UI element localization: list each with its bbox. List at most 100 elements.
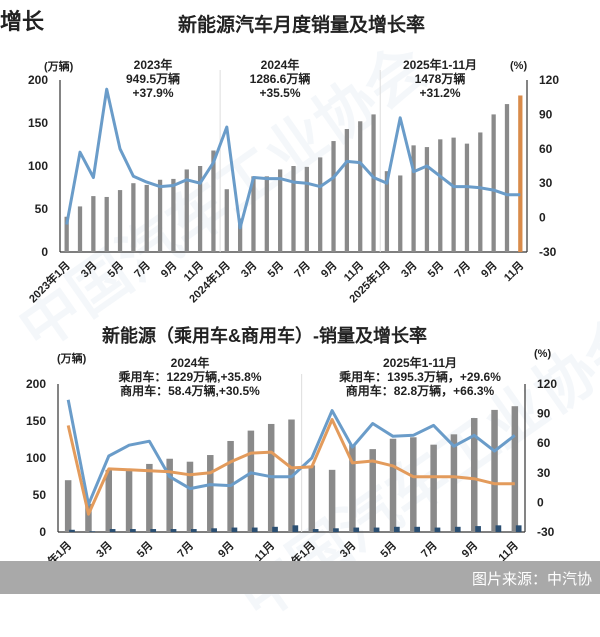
top-right-unit: (%) — [510, 60, 528, 72]
sales-bar — [398, 175, 403, 252]
sales-bar — [157, 179, 163, 252]
commercial-bar — [434, 527, 441, 532]
x-axis-label: 3月 — [337, 539, 358, 560]
commercial-bar — [394, 526, 400, 532]
top-chart-title: 新能源汽车月度销量及增长率 — [178, 15, 426, 36]
top-annotation-2025: 2025年1-11月 1478万辆 +31.2% — [385, 58, 495, 100]
annotation-year: 2023年 — [133, 58, 173, 72]
commercial-bar — [69, 529, 75, 532]
sales-bar — [197, 166, 203, 252]
right-axis-tick: -30 — [539, 245, 557, 259]
sales-bar — [291, 166, 296, 252]
sales-bar — [184, 169, 189, 252]
sales-bar — [331, 141, 336, 252]
commercial-bar — [211, 528, 217, 532]
growth-line-2 — [66, 418, 515, 516]
commercial-bar — [333, 528, 339, 532]
commercial-bar — [353, 527, 360, 532]
right-axis-tick: 0 — [539, 211, 546, 225]
commercial-bar — [231, 527, 238, 532]
sales-bar — [64, 216, 69, 252]
sales-bar — [438, 139, 443, 252]
sales-bar — [411, 145, 416, 252]
bottom-chart-plot: 050100150200-3003060901202024年1月3月5月7月9月… — [26, 374, 557, 585]
sales-bar — [64, 480, 72, 532]
sales-bar — [207, 455, 214, 532]
left-axis-tick: 150 — [26, 414, 46, 428]
right-axis-tick: 30 — [537, 466, 551, 480]
sales-bar — [104, 196, 109, 252]
sales-bar — [328, 469, 336, 532]
sales-bar — [278, 169, 283, 252]
annotation-growth: +37.9% — [132, 86, 174, 100]
sales-bar — [131, 183, 136, 252]
sales-bar — [504, 104, 510, 252]
commercial-bar — [292, 525, 299, 532]
sales-bar — [171, 178, 176, 252]
left-axis-tick: 200 — [28, 73, 48, 87]
sales-bar — [349, 444, 356, 532]
annotation-year: 2024年 — [260, 58, 300, 72]
commercial-bar — [109, 529, 116, 532]
sales-bar — [125, 469, 133, 532]
sales-bar — [146, 463, 153, 532]
commercial-bar — [515, 525, 522, 532]
left-axis-tick: 0 — [41, 245, 48, 259]
left-axis-tick: 50 — [33, 488, 47, 502]
right-axis-tick: 30 — [539, 176, 553, 190]
sales-bar — [344, 129, 350, 252]
annotation-volume: 949.5万辆 — [125, 72, 181, 86]
x-axis-label: 9月 — [215, 539, 236, 560]
bottom-chart-title: 新能源（乘用车&商用车）-销量及增长率 — [102, 326, 427, 346]
growth-line — [65, 87, 521, 230]
left-axis-tick: 100 — [26, 451, 46, 465]
sales-bar — [247, 430, 255, 532]
sales-bar — [511, 406, 519, 532]
commercial-bar — [272, 526, 278, 532]
sales-bar — [304, 166, 309, 252]
right-axis-tick: 60 — [539, 142, 553, 156]
sales-bar — [389, 438, 397, 532]
right-axis-tick: 120 — [537, 377, 557, 391]
bottom-right-unit: (%) — [534, 348, 552, 360]
sales-bar — [237, 218, 243, 252]
sales-bar — [450, 434, 458, 532]
sales-bar — [186, 461, 194, 532]
annotation-volume: 1478万辆 — [414, 72, 466, 86]
bottom-annotation-2025: 2025年1-11月 乘用车：1395.3万辆，+29.6% 商用车：82.8万… — [325, 356, 515, 398]
right-axis-tick: 90 — [537, 407, 551, 421]
commercial-bar — [251, 527, 258, 532]
commercial-bar — [454, 526, 461, 532]
left-axis-tick: 0 — [39, 525, 46, 539]
commercial-bar — [89, 531, 96, 532]
commercial-bar — [130, 529, 136, 532]
annotation-passenger: 乘用车：1229万辆,+35.8% — [118, 370, 262, 384]
commercial-bar — [475, 526, 481, 532]
left-axis-tick: 200 — [26, 377, 46, 391]
right-axis-tick: 60 — [537, 436, 551, 450]
right-axis-tick: -30 — [537, 525, 555, 539]
sales-bar — [224, 189, 229, 252]
sales-bar — [371, 114, 376, 253]
sales-bar — [251, 176, 256, 252]
x-axis-label: 7月 — [418, 539, 439, 560]
annotation-volume: 1286.6万辆 — [249, 72, 311, 86]
page-title-fragment: 增长 — [0, 9, 45, 34]
commercial-bar — [312, 529, 319, 532]
sales-bar — [478, 132, 483, 252]
right-axis-tick: 90 — [539, 107, 553, 121]
annotation-passenger: 乘用车：1395.3万辆，+29.6% — [339, 370, 501, 384]
commercial-bar — [190, 529, 197, 532]
sales-bar — [470, 418, 478, 532]
annotation-growth: +31.2% — [419, 86, 461, 100]
sales-bar — [211, 150, 216, 252]
growth-line — [66, 399, 516, 506]
sales-bar — [384, 171, 390, 252]
top-annotation-2023: 2023年 949.5万辆 +37.9% — [108, 58, 198, 100]
sales-bar — [369, 449, 376, 532]
annotation-growth: +35.5% — [259, 86, 301, 100]
source-footer: 图片来源：中汽协 — [0, 561, 600, 594]
sales-bar — [318, 157, 323, 252]
annotation-year: 2025年1-11月 — [382, 356, 458, 370]
